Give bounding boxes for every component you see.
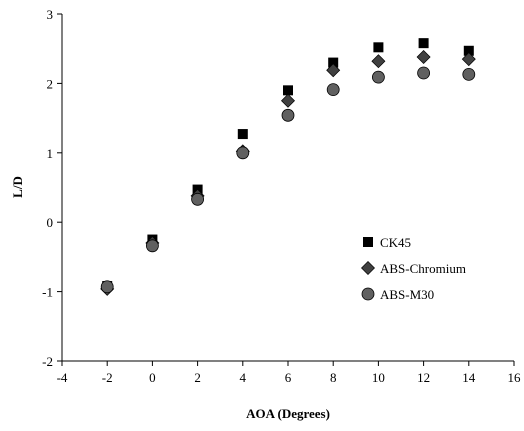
x-tick-label: 2 [194,370,201,385]
y-tick-label: 2 [47,76,54,91]
data-point [145,239,159,253]
x-tick-label: 14 [462,370,476,385]
data-point [371,54,386,69]
x-tick-label: 6 [285,370,292,385]
series-abs-m30 [100,66,476,294]
legend-label: ABS-M30 [380,287,434,302]
x-tick-label: -2 [102,370,113,385]
data-point [236,146,250,160]
data-point [371,70,385,84]
legend-marker [361,287,375,301]
x-tick-label: 16 [508,370,522,385]
x-tick-label: 12 [417,370,430,385]
y-axis-title: L/D [10,176,25,198]
y-tick-label: 3 [47,7,54,22]
x-axis-title: AOA (Degrees) [246,406,330,421]
legend: CK45 ABS-Chromium ABS-M30 [361,235,466,302]
data-point [462,67,476,81]
x-tick-label: 0 [149,370,156,385]
x-tick-label: 10 [372,370,385,385]
x-tick-label: -4 [57,370,68,385]
data-point [191,192,205,206]
data-point [416,50,431,65]
legend-label: ABS-Chromium [380,261,466,276]
data-point [283,85,293,96]
legend-marker [361,261,375,275]
y-tick-label: -1 [42,285,53,300]
data-point [418,38,429,49]
x-tick-label: 4 [240,370,247,385]
y-tick-label: 1 [47,146,54,161]
data-point [328,57,339,68]
data-point [463,45,474,56]
data-marks [100,38,476,296]
y-tick-label: 0 [47,215,54,230]
x-tick-label: 8 [330,370,337,385]
data-point [373,42,384,53]
y-tick-label: -2 [42,354,53,369]
data-point [100,280,114,294]
legend-label: CK45 [380,235,411,250]
data-point [237,129,248,140]
data-point [281,93,295,108]
data-point [326,63,341,78]
data-point [281,108,295,122]
axes [61,14,514,362]
legend-marker [363,237,373,247]
data-point [326,83,340,97]
data-point [417,66,431,80]
data-point [461,52,476,67]
